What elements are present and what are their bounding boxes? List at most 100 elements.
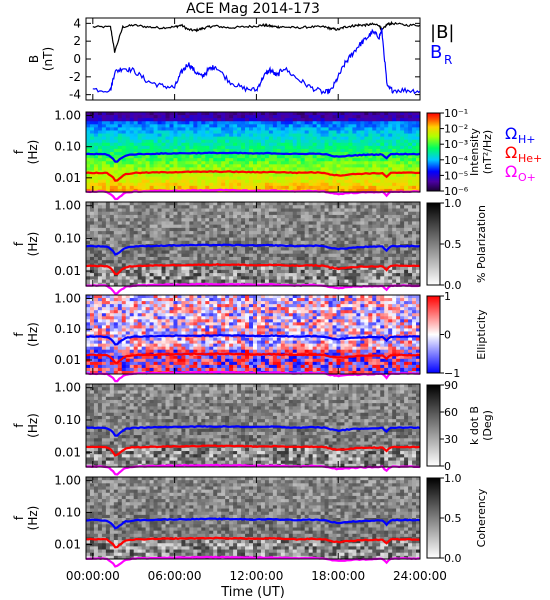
spectrogram-cell bbox=[105, 155, 111, 159]
spectrogram-cell bbox=[404, 273, 409, 277]
spectrogram-cell bbox=[153, 319, 158, 323]
spectrogram-cell bbox=[396, 202, 401, 206]
spectrogram-cell bbox=[157, 158, 162, 162]
spectrogram-cell bbox=[384, 250, 389, 255]
spectrogram-cell bbox=[113, 205, 119, 209]
spectrogram-cell bbox=[169, 325, 174, 329]
spectrogram-cell bbox=[416, 158, 421, 162]
spectrogram-cell bbox=[149, 307, 154, 311]
spectrogram-cell bbox=[288, 182, 294, 187]
spectrogram-cell bbox=[89, 115, 95, 119]
spectrogram-cell bbox=[133, 295, 139, 299]
spectrogram-cell bbox=[288, 202, 294, 206]
spectrogram-cell bbox=[233, 221, 238, 226]
bfield-y-ticks: 420-2-4 bbox=[69, 16, 420, 102]
spectrogram-cell bbox=[324, 148, 329, 153]
spectrogram-cell bbox=[332, 260, 337, 264]
spectrogram-cell bbox=[344, 161, 349, 165]
spectrogram-cell bbox=[133, 343, 139, 348]
spectrogram-cell bbox=[348, 118, 353, 122]
spectrogram-cell bbox=[161, 176, 166, 181]
spectrogram-cell bbox=[157, 328, 162, 332]
spectrogram-cell bbox=[137, 124, 143, 128]
spectrogram-cell bbox=[201, 221, 206, 226]
spectrogram-cell bbox=[280, 130, 286, 134]
spectrogram-cell bbox=[89, 307, 95, 311]
spectrogram-cell bbox=[292, 142, 298, 147]
spectrogram-cell bbox=[396, 115, 401, 119]
spectrogram-cell bbox=[256, 273, 262, 277]
spectrogram-cell bbox=[268, 231, 274, 235]
spectrogram-cell bbox=[129, 179, 135, 184]
spectrogram-cell bbox=[296, 250, 302, 255]
spectrogram-cell bbox=[324, 188, 329, 193]
spectrogram-cell bbox=[264, 185, 270, 190]
spectrogram-cell bbox=[165, 307, 170, 311]
spectrogram-cell bbox=[165, 218, 170, 222]
spectrogram-cell bbox=[352, 155, 357, 159]
spectrogram-cell bbox=[272, 234, 278, 238]
spectrogram-cell bbox=[173, 185, 178, 190]
spectrogram-cell bbox=[125, 301, 131, 305]
spectrogram-cell bbox=[388, 142, 393, 147]
spectrogram-cell bbox=[256, 167, 262, 171]
spectrogram-cell bbox=[141, 164, 147, 168]
spectrogram-cell bbox=[245, 231, 250, 235]
spectrogram-cell bbox=[372, 224, 377, 229]
spectrogram-cell bbox=[237, 185, 242, 190]
spectrogram-cell bbox=[408, 240, 413, 245]
spectrogram-cell bbox=[336, 127, 341, 131]
spectrogram-cell bbox=[121, 319, 127, 323]
spectrogram-cell bbox=[308, 266, 314, 271]
spectrogram-cell bbox=[332, 158, 337, 162]
spectrogram-cell bbox=[372, 260, 377, 264]
spectrogram-cell bbox=[332, 118, 337, 122]
spectrogram-cell bbox=[312, 179, 318, 184]
spectrogram-cell bbox=[129, 161, 135, 165]
spectrogram-cell bbox=[400, 118, 405, 122]
spectrogram-cell bbox=[241, 224, 246, 229]
spectrogram-cell bbox=[161, 331, 166, 335]
spectrogram-cell bbox=[384, 244, 389, 248]
legend-bmag: |B| bbox=[430, 22, 454, 43]
spectrogram-cell bbox=[352, 176, 357, 181]
spectrogram-cell bbox=[296, 167, 302, 171]
spectrogram-cell bbox=[404, 155, 409, 159]
spectrogram-cell bbox=[400, 124, 405, 128]
spectrogram-cell bbox=[237, 211, 242, 216]
spectrogram-cell bbox=[328, 145, 333, 150]
spectrogram-cell bbox=[416, 214, 421, 219]
spectrogram-cell bbox=[344, 282, 349, 287]
spectrogram-cell bbox=[376, 227, 381, 232]
spectrogram-cell bbox=[197, 136, 202, 141]
spectrogram-cell bbox=[352, 224, 357, 229]
spectrogram-cell bbox=[324, 155, 329, 159]
spectrogram-cell bbox=[408, 179, 413, 184]
spectrogram-cell bbox=[193, 221, 198, 226]
spectrogram-cell bbox=[368, 155, 373, 159]
spectrogram-cell bbox=[141, 136, 147, 141]
spectrogram-cell bbox=[189, 133, 194, 138]
spectrogram-cell bbox=[161, 182, 166, 187]
spectrogram-cell bbox=[384, 269, 389, 274]
spectrogram-cell bbox=[145, 279, 151, 284]
spectrogram-cell bbox=[268, 224, 274, 229]
spectrogram-cell bbox=[221, 224, 226, 229]
spectrogram-cell bbox=[117, 121, 123, 125]
spectrogram-cell bbox=[360, 240, 365, 245]
spectrogram-cell bbox=[149, 148, 154, 153]
spectrogram-cell bbox=[320, 127, 325, 131]
spectrogram-cell bbox=[292, 124, 298, 128]
spectrogram-cell bbox=[336, 145, 341, 150]
spectrogram-cell bbox=[404, 124, 409, 128]
spectrogram-cell bbox=[324, 279, 329, 284]
spectrogram-cell bbox=[86, 176, 91, 181]
spectrogram-cell bbox=[388, 148, 393, 153]
spectrogram-cell bbox=[312, 227, 318, 232]
spectrogram-cell bbox=[129, 170, 135, 174]
spectrogram-cell bbox=[260, 133, 266, 138]
spectrogram-cell bbox=[344, 158, 349, 162]
spectrogram-cell bbox=[416, 179, 421, 184]
spectrogram-cell bbox=[137, 224, 143, 229]
spectrogram-cell bbox=[400, 208, 405, 213]
